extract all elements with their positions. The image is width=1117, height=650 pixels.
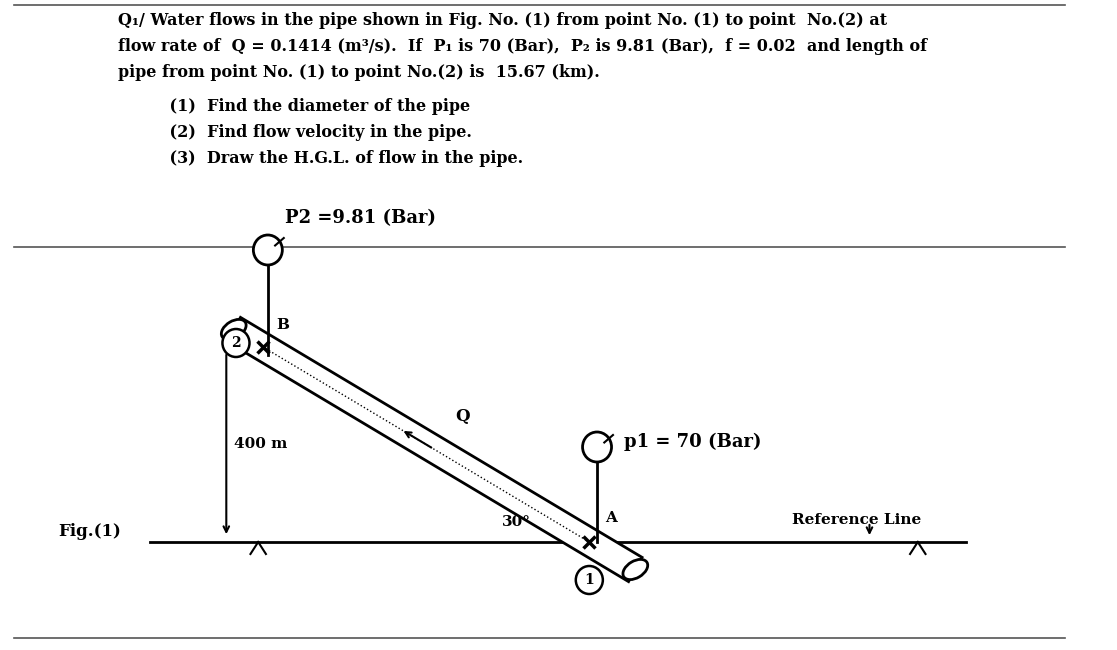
Text: 400 m: 400 m xyxy=(235,437,287,452)
Text: Fig.(1): Fig.(1) xyxy=(58,523,121,541)
Text: Q₁/ Water flows in the pipe shown in Fig. No. (1) from point No. (1) to point  N: Q₁/ Water flows in the pipe shown in Fig… xyxy=(118,12,887,29)
Circle shape xyxy=(222,329,249,357)
Text: 30°: 30° xyxy=(503,515,532,529)
Ellipse shape xyxy=(623,560,648,580)
Text: pipe from point No. (1) to point No.(2) is  15.67 (km).: pipe from point No. (1) to point No.(2) … xyxy=(118,64,600,81)
Text: p1 = 70 (Bar): p1 = 70 (Bar) xyxy=(624,433,762,451)
Text: P2 =9.81 (Bar): P2 =9.81 (Bar) xyxy=(285,209,437,227)
Polygon shape xyxy=(227,317,642,582)
Circle shape xyxy=(575,566,603,594)
Text: 2: 2 xyxy=(231,336,241,350)
Text: (2)  Find flow velocity in the pipe.: (2) Find flow velocity in the pipe. xyxy=(146,124,471,141)
Text: A: A xyxy=(604,511,617,525)
Text: (1)  Find the diameter of the pipe: (1) Find the diameter of the pipe xyxy=(146,98,470,115)
Text: Reference Line: Reference Line xyxy=(792,513,922,527)
Text: Q: Q xyxy=(455,408,470,425)
Circle shape xyxy=(583,432,611,462)
Text: B: B xyxy=(277,318,289,332)
Text: flow rate of  Q = 0.1414 (m³/s).  If  P₁ is 70 (Bar),  P₂ is 9.81 (Bar),  f = 0.: flow rate of Q = 0.1414 (m³/s). If P₁ is… xyxy=(118,38,927,55)
Circle shape xyxy=(254,235,283,265)
Ellipse shape xyxy=(221,319,246,339)
Text: (3)  Draw the H.G.L. of flow in the pipe.: (3) Draw the H.G.L. of flow in the pipe. xyxy=(146,150,523,167)
Text: 1: 1 xyxy=(584,573,594,587)
